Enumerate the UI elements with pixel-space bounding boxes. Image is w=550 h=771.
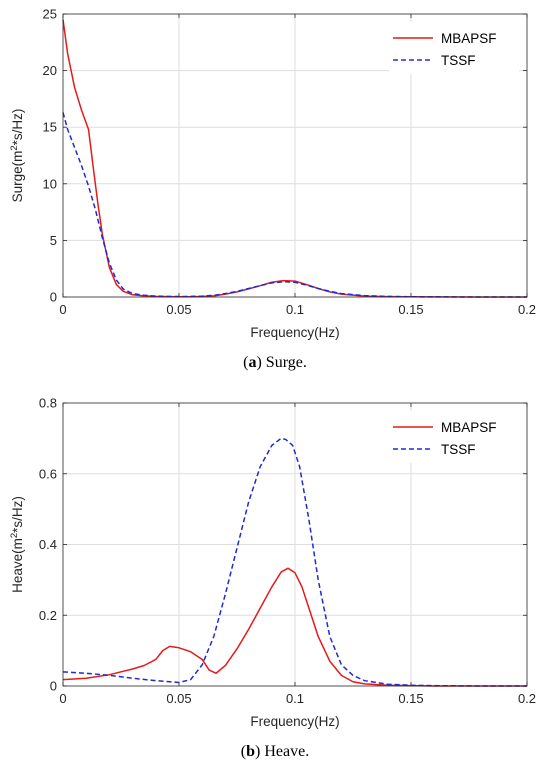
caption-heave-letter: b: [246, 743, 256, 760]
x-tick-label: 0: [59, 302, 66, 317]
x-tick-label: 0.05: [166, 691, 191, 706]
x-axis-label: Frequency(Hz): [250, 714, 339, 729]
y-tick-label: 25: [43, 7, 57, 22]
caption-heave: (b) Heave.: [240, 743, 310, 760]
y-tick-label: 10: [43, 176, 57, 191]
y-tick-label: 0.8: [39, 396, 57, 411]
x-tick-label: 0.15: [398, 302, 423, 317]
y-tick-label: 5: [50, 233, 57, 248]
y-tick-label: 0.2: [39, 608, 57, 623]
x-tick-label: 0.2: [518, 691, 536, 706]
legend-label-tssf: TSSF: [441, 53, 476, 68]
legend-label-tssf: TSSF: [441, 442, 476, 457]
y-tick-label: 0: [50, 290, 57, 305]
caption-surge-letter: a: [248, 354, 257, 371]
y-axis-label-sup: 2: [9, 145, 20, 150]
y-tick-label: 0.6: [39, 466, 57, 481]
legend-box: [389, 411, 519, 463]
series-line-tssf: [62, 437, 527, 687]
legend: MBAPSF TSSF: [389, 411, 519, 463]
x-tick-label: 0.1: [286, 691, 304, 706]
y-axis-label-prefix: Surge(m: [10, 151, 25, 203]
y-axis-label-sup: 2: [9, 533, 20, 538]
legend: MBAPSF TSSF: [389, 22, 519, 74]
caption-heave-text: Heave.: [260, 743, 310, 760]
caption-surge: (a) Surge.: [243, 354, 307, 371]
x-tick-label: 0.1: [286, 302, 304, 317]
y-axis-label: Surge(m2*s/Hz): [9, 109, 25, 203]
x-tick-label: 0.2: [518, 302, 536, 317]
x-tick-label: 0: [59, 691, 66, 706]
caption-surge-text: Surge.: [261, 354, 307, 371]
y-tick-label: 0: [50, 679, 57, 694]
y-axis-label-suffix: *s/Hz): [10, 109, 25, 146]
y-axis-label: Heave(m2*s/Hz): [9, 496, 25, 593]
y-tick-label: 15: [43, 120, 57, 135]
chart-heave: 0 0.05 0.1 0.15 0.2 0 0.2 0.4 0.6 0.8 Frequency(Hz…: [9, 396, 536, 730]
x-axis-label: Frequency(Hz): [250, 325, 339, 340]
x-tick-label: 0.15: [398, 691, 423, 706]
chart-surge: 0 0.05 0.1 0.15 0.2 0 5 10 15 20 25 Frequency(Hz) Su…: [9, 7, 536, 341]
y-axis-label-suffix: *s/Hz): [10, 496, 25, 533]
legend-label-mbapsf: MBAPSF: [441, 31, 497, 46]
series-line-tssf: [62, 112, 527, 298]
legend-box: [389, 22, 519, 74]
y-tick-label: 0.4: [39, 537, 57, 552]
y-axis-label-prefix: Heave(m: [10, 538, 25, 593]
x-tick-label: 0.05: [166, 302, 191, 317]
legend-label-mbapsf: MBAPSF: [441, 420, 497, 435]
series-line-mbapsf: [62, 567, 527, 687]
y-tick-label: 20: [43, 63, 57, 78]
